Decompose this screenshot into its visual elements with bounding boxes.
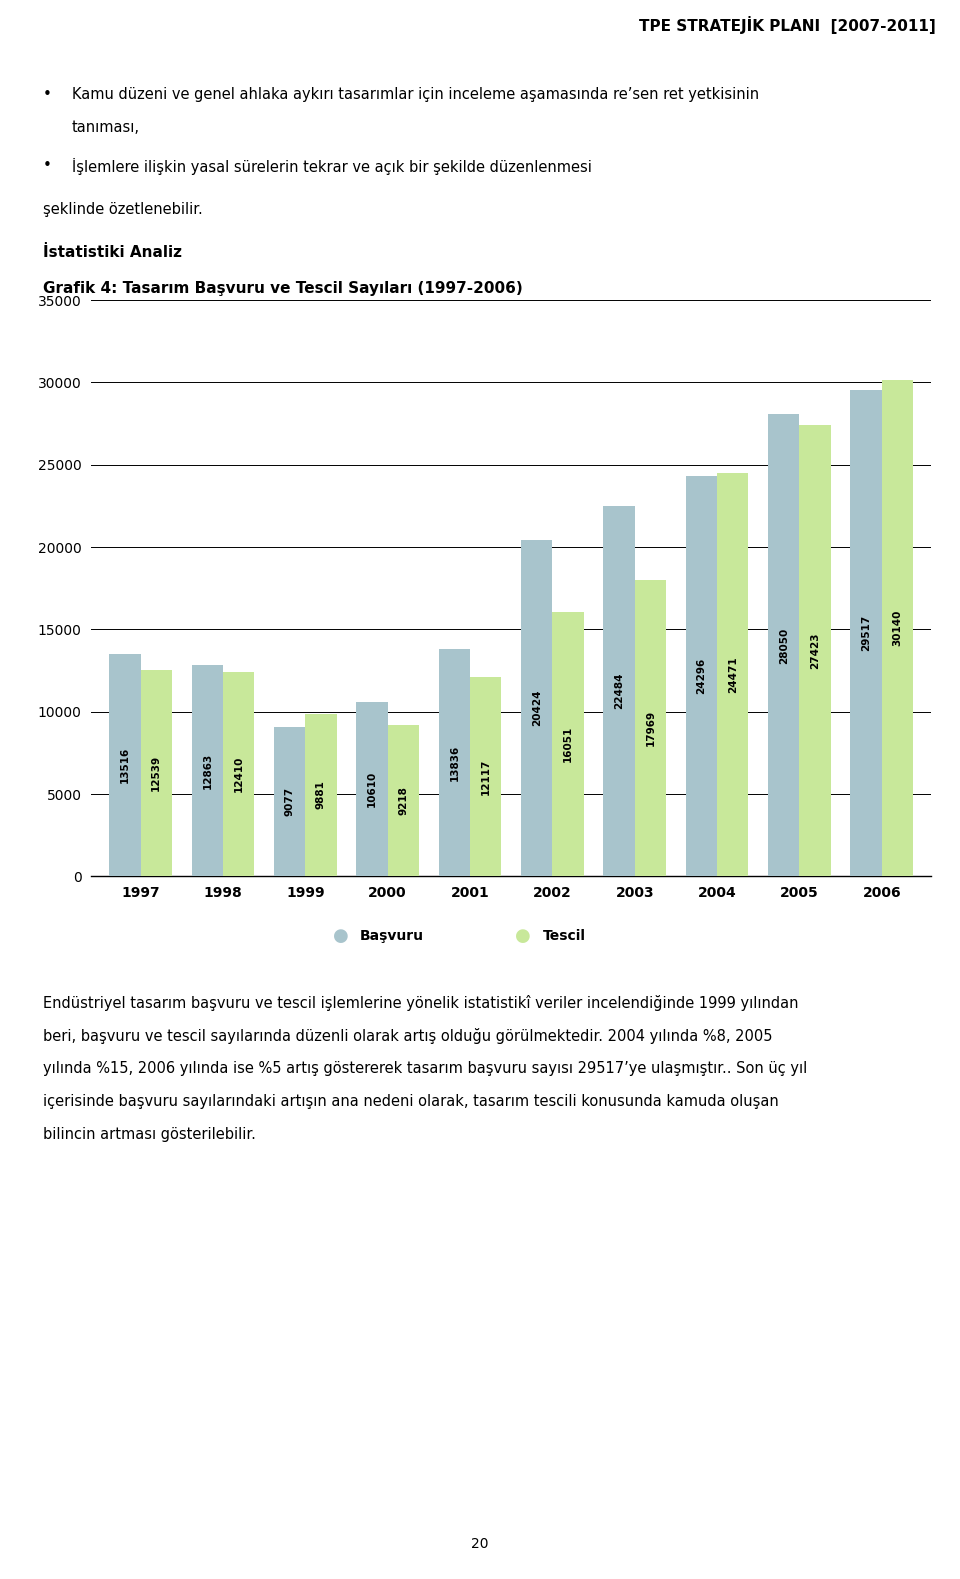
Bar: [192, 665, 223, 876]
Bar: [223, 673, 254, 876]
Bar: [851, 390, 882, 876]
Text: şeklinde özetlenebilir.: şeklinde özetlenebilir.: [43, 202, 203, 216]
Text: yılında %15, 2006 yılında ise %5 artış göstererek tasarım başvuru sayısı 29517’y: yılında %15, 2006 yılında ise %5 artış g…: [43, 1061, 807, 1075]
Text: 29517: 29517: [861, 616, 871, 652]
Text: 16051: 16051: [563, 726, 573, 763]
Text: 24471: 24471: [728, 657, 737, 693]
Text: •: •: [43, 87, 52, 101]
Bar: [356, 701, 388, 876]
Text: bilincin artması gösterilebilir.: bilincin artması gösterilebilir.: [43, 1127, 256, 1142]
Text: Grafik 4: Tasarım Başvuru ve Tescil Sayıları (1997-2006): Grafik 4: Tasarım Başvuru ve Tescil Sayı…: [43, 281, 523, 295]
Text: 12539: 12539: [152, 755, 161, 791]
Bar: [768, 414, 800, 876]
Bar: [439, 649, 470, 876]
Text: 12410: 12410: [233, 756, 244, 793]
Text: beri, başvuru ve tescil sayılarında düzenli olarak artış olduğu görülmektedir. 2: beri, başvuru ve tescil sayılarında düze…: [43, 1028, 773, 1044]
Text: ●: ●: [333, 927, 348, 946]
Text: ●: ●: [516, 927, 531, 946]
Text: •: •: [43, 158, 52, 172]
Text: 13836: 13836: [449, 744, 460, 780]
Bar: [274, 726, 305, 876]
Text: İşlemlere ilişkin yasal sürelerin tekrar ve açık bir şekilde düzenlenmesi: İşlemlere ilişkin yasal sürelerin tekrar…: [72, 158, 592, 175]
Text: 28050: 28050: [779, 627, 789, 663]
Bar: [140, 669, 172, 876]
Text: 12117: 12117: [481, 758, 491, 794]
Text: İstatistiki Analiz: İstatistiki Analiz: [43, 245, 182, 259]
Text: Kamu düzeni ve genel ahlaka aykırı tasarımlar için inceleme aşamasında re’sen re: Kamu düzeni ve genel ahlaka aykırı tasar…: [72, 87, 759, 101]
Text: 22484: 22484: [614, 673, 624, 709]
Text: 9881: 9881: [316, 780, 326, 810]
Text: 17969: 17969: [645, 711, 656, 747]
Text: 13516: 13516: [120, 747, 130, 783]
Text: içerisinde başvuru sayılarındaki artışın ana nedeni olarak, tasarım tescili konu: içerisinde başvuru sayılarındaki artışın…: [43, 1094, 779, 1108]
Bar: [552, 613, 584, 876]
Bar: [305, 714, 337, 876]
Text: Tescil: Tescil: [542, 930, 586, 943]
Text: 20424: 20424: [532, 690, 541, 726]
Bar: [388, 725, 419, 876]
Text: 9077: 9077: [285, 786, 295, 816]
Bar: [717, 474, 749, 876]
Bar: [685, 477, 717, 876]
Bar: [800, 425, 830, 876]
Text: 10610: 10610: [367, 771, 377, 807]
Text: Endüstriyel tasarım başvuru ve tescil işlemlerine yönelik istatistikî veriler in: Endüstriyel tasarım başvuru ve tescil iş…: [43, 995, 799, 1011]
Text: tanıması,: tanıması,: [72, 120, 140, 134]
Text: 27423: 27423: [810, 632, 820, 669]
Text: TPE STRATEJİK PLANI  [2007-2011]: TPE STRATEJİK PLANI [2007-2011]: [639, 16, 936, 35]
Bar: [604, 507, 635, 876]
Bar: [882, 381, 913, 876]
Bar: [521, 540, 552, 876]
Text: Başvuru: Başvuru: [360, 930, 424, 943]
Bar: [635, 581, 666, 876]
Text: 30140: 30140: [893, 609, 902, 646]
Text: 20: 20: [471, 1536, 489, 1551]
Text: 24296: 24296: [696, 658, 707, 695]
Text: 9218: 9218: [398, 786, 408, 815]
Bar: [470, 677, 501, 876]
Text: 12863: 12863: [203, 752, 212, 788]
Bar: [109, 654, 140, 876]
